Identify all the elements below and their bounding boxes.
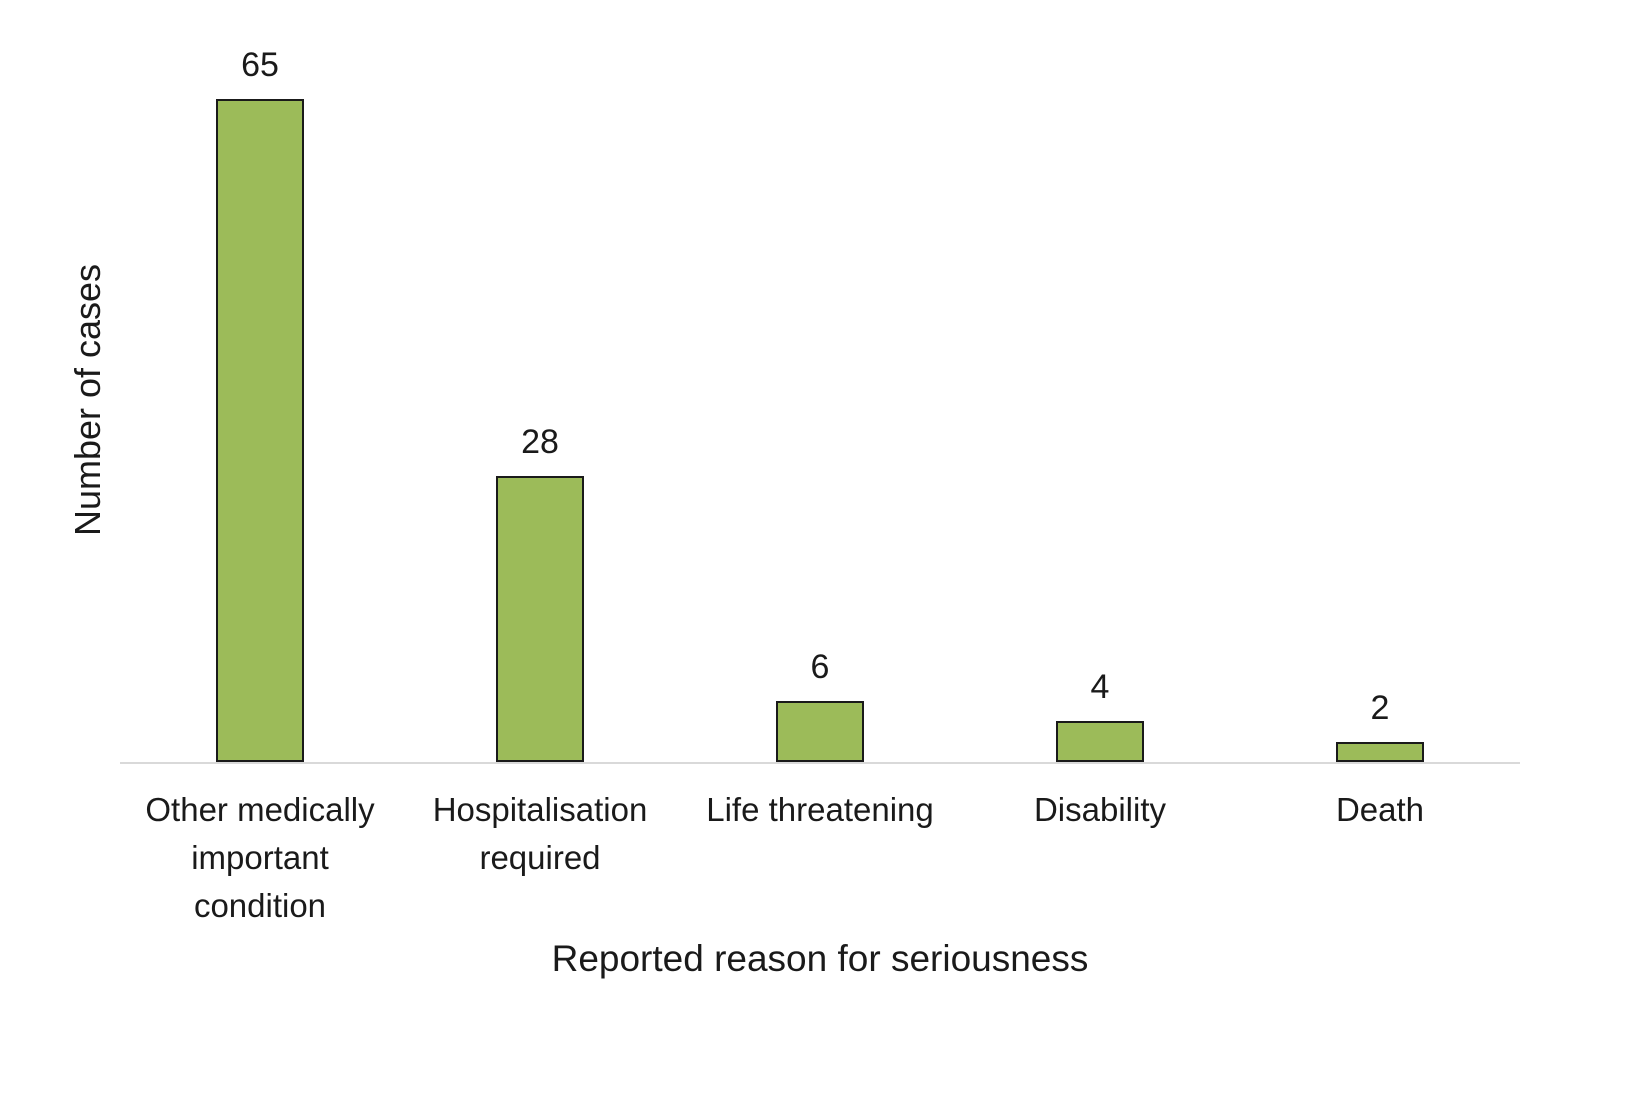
category-label-text: Disability bbox=[1033, 791, 1167, 828]
x-axis-title: Reported reason for seriousness bbox=[551, 938, 1089, 979]
plot-area: 65 28 6 4 2 bbox=[120, 0, 1520, 764]
bar-value-label: 65 bbox=[241, 46, 279, 84]
bar-group: 2 bbox=[1240, 689, 1520, 762]
category-label-text: Other medically important condition bbox=[145, 791, 375, 924]
bar-value-label: 4 bbox=[1090, 668, 1110, 706]
bar-group: 65 bbox=[120, 46, 400, 762]
category-label-text: Hospitalisation required bbox=[432, 791, 648, 876]
bar bbox=[216, 99, 304, 762]
category-label: Hospitalisation required bbox=[400, 786, 680, 930]
category-label: Death bbox=[1240, 786, 1520, 930]
bar-group: 4 bbox=[960, 668, 1240, 762]
category-label: Life threatening bbox=[680, 786, 960, 930]
category-label: Other medically important condition bbox=[120, 786, 400, 930]
bar-group: 28 bbox=[400, 423, 680, 762]
category-label: Disability bbox=[960, 786, 1240, 930]
bar bbox=[1336, 742, 1424, 762]
y-axis-title: Number of cases bbox=[67, 263, 108, 537]
category-axis: Other medically important condition Hospi… bbox=[120, 786, 1520, 930]
bar-value-label: 2 bbox=[1370, 689, 1390, 727]
category-label-text: Life threatening bbox=[706, 791, 934, 828]
bar-value-label: 6 bbox=[810, 648, 830, 686]
category-label-text: Death bbox=[1335, 791, 1425, 828]
bar-value-label: 28 bbox=[521, 423, 559, 461]
bar bbox=[1056, 721, 1144, 762]
bar-group: 6 bbox=[680, 648, 960, 762]
bar bbox=[776, 701, 864, 762]
bar bbox=[496, 476, 584, 762]
